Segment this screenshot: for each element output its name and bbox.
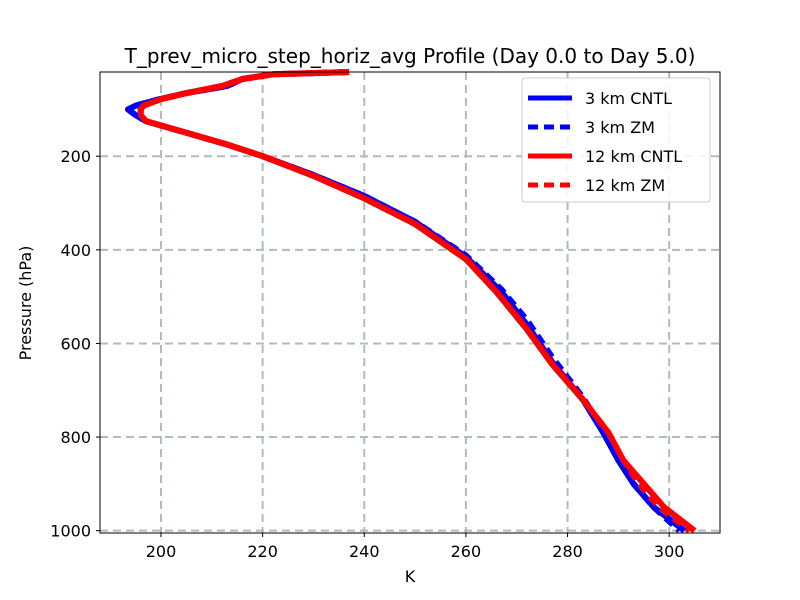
y-tick-label: 400 — [60, 241, 91, 260]
y-tick-label: 200 — [60, 147, 91, 166]
legend-label-3: 12 km CNTL — [585, 147, 682, 166]
axis-ticks: 200 220 240 260 280 300 200 400 600 800 1000 — [50, 147, 684, 561]
legend-frame — [521, 77, 711, 203]
grid — [100, 72, 720, 533]
legend-label-4: 12 km ZM — [585, 176, 665, 195]
x-tick-label: 220 — [247, 542, 278, 561]
y-tick-label: 800 — [60, 428, 91, 447]
y-tick-label: 600 — [60, 334, 91, 353]
x-tick-label: 240 — [349, 542, 380, 561]
x-tick-label: 280 — [552, 542, 583, 561]
legend-label-2: 3 km ZM — [585, 118, 655, 137]
x-axis-label: K — [405, 567, 416, 586]
chart-title: T_prev_micro_step_horiz_avg Profile (Day… — [124, 44, 696, 68]
x-tick-label: 260 — [451, 542, 482, 561]
x-tick-label: 200 — [146, 542, 177, 561]
y-tick-label: 1000 — [50, 522, 91, 541]
series-line-4 — [137, 69, 692, 534]
plot-frame — [99, 71, 721, 534]
legend-label-1: 3 km CNTL — [585, 89, 672, 108]
series-lines — [125, 69, 697, 534]
x-tick-label: 300 — [654, 542, 685, 561]
legend: 3 km CNTL 3 km ZM 12 km CNTL 12 km ZM — [521, 77, 711, 203]
y-axis-label: Pressure (hPa) — [16, 246, 35, 361]
